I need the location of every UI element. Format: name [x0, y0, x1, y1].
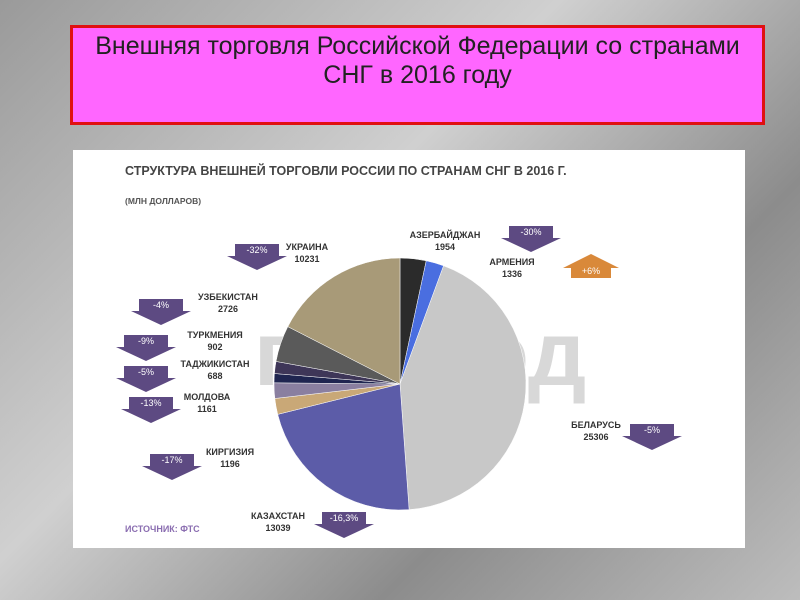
slice-value: 13039	[265, 523, 290, 533]
slice-value: 1161	[197, 404, 217, 414]
slice-label: АРМЕНИЯ	[489, 257, 534, 267]
change-label: -9%	[138, 336, 154, 346]
change-arrow	[314, 512, 374, 538]
change-arrow	[116, 366, 176, 392]
change-arrow	[131, 299, 191, 325]
slice-value: 1954	[435, 242, 455, 252]
slice-label: АЗЕРБАЙДЖАН	[410, 229, 481, 240]
change-label: -5%	[644, 425, 660, 435]
slide-title: Внешняя торговля Российской Федерации со…	[95, 32, 740, 89]
slice-value: 10231	[294, 254, 319, 264]
change-arrow	[622, 424, 682, 450]
change-arrow	[142, 454, 202, 480]
change-label: -30%	[520, 227, 541, 237]
pie-slice	[287, 257, 401, 385]
title-box: Внешняя торговля Российской Федерации со…	[70, 25, 765, 125]
chart-title: СТРУКТУРА ВНЕШНЕЙ ТОРГОВЛИ РОССИИ ПО СТР…	[125, 163, 567, 178]
slice-value: 1336	[502, 269, 522, 279]
change-label: +6%	[582, 266, 600, 276]
slice-value: 902	[207, 342, 222, 352]
pie-slice	[277, 383, 410, 511]
change-label: -13%	[140, 398, 161, 408]
change-arrow	[563, 254, 619, 278]
change-label: -5%	[138, 367, 154, 377]
change-label: -4%	[153, 300, 169, 310]
slice-label: УЗБЕКИСТАН	[198, 292, 258, 302]
slice-label: КАЗАХСТАН	[251, 511, 305, 521]
change-label: -17%	[161, 455, 182, 465]
change-arrow	[116, 335, 176, 361]
slice-value: 2726	[218, 304, 238, 314]
pie-slice	[399, 265, 527, 510]
slice-value: 1196	[220, 459, 240, 469]
chart-subtitle: (МЛН ДОЛЛАРОВ)	[125, 196, 201, 206]
change-arrow	[121, 397, 181, 423]
source: ИСТОЧНИК: ФТС	[125, 524, 200, 534]
slice-label: БЕЛАРУСЬ	[571, 420, 621, 430]
slice-label: УКРАИНА	[286, 242, 329, 252]
slice-value: 688	[207, 371, 222, 381]
change-arrow	[227, 244, 287, 270]
change-label: -16,3%	[330, 513, 359, 523]
change-arrow	[501, 226, 561, 252]
slice-value: 25306	[583, 432, 608, 442]
slice-label: ТУРКМЕНИЯ	[187, 330, 243, 340]
slice-label: ТАДЖИКИСТАН	[181, 359, 250, 369]
slice-label: КИРГИЗИЯ	[206, 447, 254, 457]
change-label: -32%	[246, 245, 267, 255]
slice-label: МОЛДОВА	[184, 392, 231, 402]
